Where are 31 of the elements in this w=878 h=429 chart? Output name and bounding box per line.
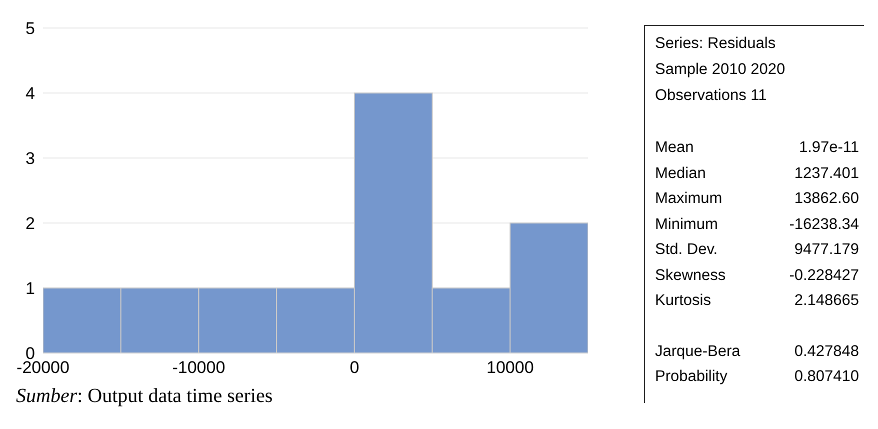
text: Kurtosis [655, 292, 712, 311]
text: Jarque-Bera [655, 342, 742, 362]
text: Mean [655, 139, 695, 158]
text: -0.228427 [788, 266, 859, 286]
text: 13862.60 [793, 190, 859, 209]
y-tick-label: 2 [26, 214, 35, 234]
text: 0.807410 [793, 368, 859, 387]
text: Skewness [655, 266, 727, 286]
x-tick-label: -20000 [16, 358, 70, 378]
text: Probability [655, 368, 728, 387]
text: 0.427848 [793, 342, 859, 362]
text: 1.97e-11 [798, 139, 859, 158]
x-tick-label: -10000 [172, 358, 226, 378]
text: Std. Dev. [655, 241, 719, 260]
y-tick-label: 3 [26, 149, 35, 168]
y-tick-label: 5 [26, 19, 35, 38]
text: Sample 2010 2020 [655, 61, 786, 80]
text: Observations 11 [655, 87, 768, 106]
x-tick-label: 0 [350, 358, 360, 378]
text: Minimum [655, 216, 719, 234]
text: Median [655, 164, 707, 184]
text: Sumber: Output data time series [16, 385, 274, 408]
text: Series: Residuals [655, 35, 777, 54]
x-tick-label: 10000 [486, 358, 534, 378]
text: 9477.179 [793, 241, 859, 260]
text: Maximum [655, 190, 724, 209]
text: 2.148665 [793, 292, 859, 311]
text: 1237.401 [793, 164, 859, 184]
y-tick-label: 4 [26, 84, 35, 104]
y-tick-label: 1 [26, 279, 35, 298]
text: -16238.34 [788, 216, 859, 234]
